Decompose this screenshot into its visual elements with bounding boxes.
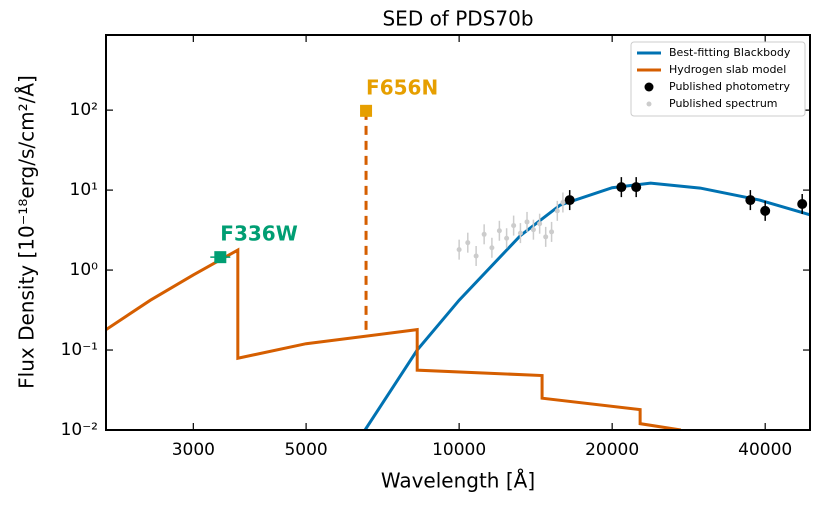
y-axis-label: Flux Density [10⁻¹⁸erg/s/cm²/Å] xyxy=(15,75,39,389)
legend-label: Hydrogen slab model xyxy=(669,63,786,76)
series-line xyxy=(363,181,810,430)
chart-title: SED of PDS70b xyxy=(382,7,533,31)
data-point xyxy=(496,228,502,234)
legend-label: Published photometry xyxy=(669,80,791,93)
data-point xyxy=(489,245,495,251)
annotation-marker xyxy=(214,251,227,264)
data-point xyxy=(616,182,627,193)
y-tick-label: 10⁻¹ xyxy=(61,340,98,360)
legend-box xyxy=(630,41,806,117)
data-point xyxy=(511,223,517,229)
x-axis-label: Wavelength [Å] xyxy=(381,469,535,493)
annotation-marker xyxy=(360,104,373,117)
data-point xyxy=(797,199,808,210)
annotation-label: F656N xyxy=(366,75,438,99)
data-point xyxy=(465,240,471,246)
data-point xyxy=(473,253,479,259)
data-point xyxy=(543,234,549,240)
annotation-label: F336W xyxy=(220,222,297,246)
plot xyxy=(106,110,810,430)
data-point xyxy=(549,229,555,235)
legend-swatch xyxy=(646,101,652,107)
x-tick-label: 20000 xyxy=(585,440,639,460)
data-point xyxy=(524,219,530,225)
legend-swatch xyxy=(644,82,654,92)
data-point xyxy=(745,195,756,206)
plot-frame xyxy=(105,34,811,431)
data-point xyxy=(537,221,543,227)
data-point xyxy=(564,195,575,206)
data-point xyxy=(517,230,523,236)
data-point xyxy=(481,231,487,237)
data-point xyxy=(560,199,566,205)
y-tick-label: 10⁻² xyxy=(61,420,98,440)
data-point xyxy=(504,235,510,241)
data-point xyxy=(530,227,536,233)
x-tick-label: 10000 xyxy=(432,440,486,460)
data-point xyxy=(760,205,771,216)
data-point xyxy=(631,182,642,193)
data-point xyxy=(554,208,560,214)
x-tick-label: 40000 xyxy=(738,440,792,460)
series-line xyxy=(106,247,682,430)
data-point xyxy=(456,247,462,253)
legend-label: Best-fitting Blackbody xyxy=(669,46,791,59)
y-tick-label: 10² xyxy=(70,100,98,120)
x-tick-label: 5000 xyxy=(284,440,327,460)
legend-label: Published spectrum xyxy=(669,97,778,110)
y-tick-label: 10¹ xyxy=(70,180,98,200)
y-tick-label: 10⁰ xyxy=(70,260,99,280)
x-tick-label: 3000 xyxy=(172,440,215,460)
